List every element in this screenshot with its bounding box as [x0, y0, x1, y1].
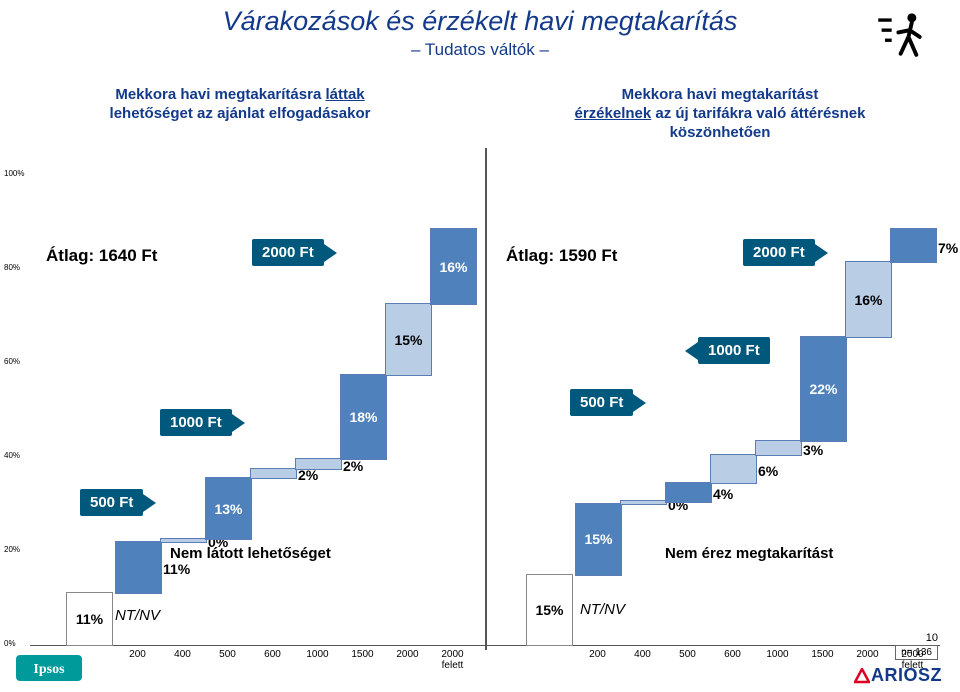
callout-1000-left: 1000 Ft: [160, 409, 232, 436]
xcat: 200: [115, 646, 160, 660]
annot-right-b: NT/NV: [580, 601, 625, 618]
callout-2000-right: 2000 Ft: [743, 239, 815, 266]
page-title: Várakozások és érzékelt havi megtakarítá…: [0, 6, 960, 37]
bar-r-6: 16%2000: [845, 176, 890, 646]
t: Mekkora havi megtakarítást: [622, 86, 819, 103]
xcat: 1000: [295, 646, 340, 660]
bar-r-7: 2000 felett7%: [890, 176, 935, 646]
callout-1000-right: 1000 Ft: [698, 337, 770, 364]
callout-500-left: 500 Ft: [80, 489, 143, 516]
bar-l-0: 20011%: [115, 176, 160, 646]
walker-icon: [876, 10, 932, 66]
t: láttak: [325, 86, 364, 103]
bar-r-2: 5004%: [665, 176, 710, 646]
xcat: 1500: [340, 646, 385, 660]
t: az új tarifákra való áttérésnek köszönhe…: [651, 105, 865, 141]
t: érzékelnek: [574, 105, 651, 122]
heading-left: Mekkora havi megtakarításra láttak lehet…: [60, 86, 420, 124]
xcat: 400: [160, 646, 205, 660]
page-subtitle: – Tudatos váltók –: [0, 40, 960, 60]
bar-left-ntnv: 11% .: [66, 592, 111, 646]
xcat: 500: [665, 646, 710, 660]
xcat: 1500: [800, 646, 845, 660]
y-80: 80%: [4, 263, 20, 272]
xcat: 2000 felett: [430, 646, 475, 671]
chart-left: Átlag: 1640 Ft 11% . 20011% 4000% 13%500…: [40, 176, 470, 646]
svg-text:Ipsos: Ipsos: [33, 662, 65, 677]
y-20: 20%: [4, 545, 20, 554]
xcat: 200: [575, 646, 620, 660]
y-100: 100%: [4, 169, 24, 178]
callout-500-right: 500 Ft: [570, 389, 633, 416]
y-40: 40%: [4, 451, 20, 460]
page-number: 10: [926, 632, 938, 644]
center-divider: [485, 148, 487, 650]
annot-right-a: Nem érez megtakarítást: [665, 545, 833, 562]
y-60: 60%: [4, 357, 20, 366]
xcat: 400: [620, 646, 665, 660]
bar-l-6: 15%2000: [385, 176, 430, 646]
heading-right: Mekkora havi megtakarítást érzékelnek az…: [540, 86, 900, 142]
xcat: 1000: [755, 646, 800, 660]
xcat: 2000: [845, 646, 890, 660]
bar-l-7: 16%2000 felett: [430, 176, 475, 646]
annot-left-b: NT/NV: [115, 607, 160, 624]
xcat: 600: [250, 646, 295, 660]
callout-2000-left: 2000 Ft: [252, 239, 324, 266]
t: lehetőséget az ajánlat elfogadásakor: [110, 105, 371, 122]
bar-right-ntnv: 15% .: [526, 574, 571, 647]
n-box: n= 136: [895, 645, 938, 660]
y-0: 0%: [4, 639, 16, 648]
annot-left-a: Nem látott lehetőséget: [170, 545, 331, 562]
ariosz-logo: ARIOSZ: [854, 665, 942, 686]
ipsos-logo: Ipsos: [16, 655, 82, 686]
chart-right: Átlag: 1590 Ft 15% . 15%200 4000% 5004% …: [500, 176, 930, 646]
xcat: 500: [205, 646, 250, 660]
xcat: 2000: [385, 646, 430, 660]
t: Mekkora havi megtakarításra: [115, 86, 325, 103]
xcat: 600: [710, 646, 755, 660]
bar-l-5: 18%1500: [340, 176, 385, 646]
